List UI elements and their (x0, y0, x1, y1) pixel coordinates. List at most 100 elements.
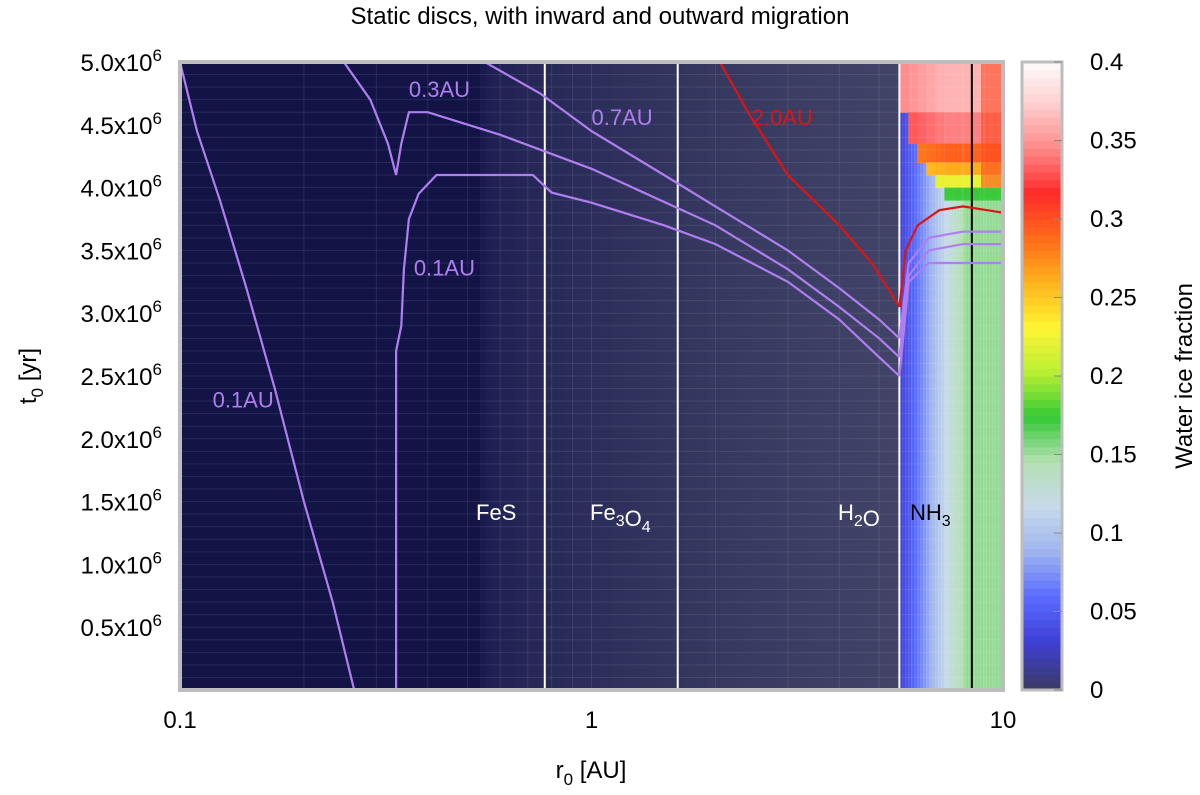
colorbar-segment (1022, 289, 1062, 299)
heatmap-column (816, 62, 822, 690)
colorbar-segment (1022, 415, 1062, 424)
contour-label-3: 0.7AU (592, 105, 653, 130)
heatmap-outer-column (914, 62, 918, 690)
colorbar-tick-label-1: 0.05 (1090, 599, 1137, 626)
contour-outer-branch-3 (898, 261, 1003, 377)
colorbar-segment (1022, 462, 1062, 471)
colorbar-tick-label-3: 0.15 (1090, 442, 1137, 469)
heatmap-column (552, 62, 558, 690)
colorbar-segment (1022, 407, 1062, 416)
heatmap-column (732, 62, 738, 690)
heatmap-column (834, 62, 840, 690)
contour-label-0: 0.1AU (213, 387, 274, 412)
heatmap-outer-column (923, 62, 927, 690)
heatmap-outer-column (989, 62, 993, 690)
colorbar-segment (1022, 682, 1062, 691)
heatmap-outer-column (920, 62, 924, 690)
y-tick-label-6: 3.5x106 (80, 234, 162, 265)
colorbar-segment (1022, 572, 1062, 581)
heatmap-ice-cell (971, 112, 981, 145)
contour-label-1: 0.1AU (414, 256, 475, 281)
colorbar-segment (1022, 203, 1062, 212)
heatmap-column (744, 62, 750, 690)
colorbar-segment (1022, 116, 1062, 126)
heatmap-ice-cell (917, 143, 927, 163)
colorbar-segment (1022, 148, 1062, 157)
colorbar-segment (1022, 187, 1062, 197)
colorbar-segment (1022, 438, 1062, 448)
heatmap-outer-column (932, 62, 936, 690)
heatmap-outer-column (929, 62, 933, 690)
heatmap-ice-cell (926, 143, 936, 163)
colorbar-segment (1022, 156, 1062, 165)
colorbar-segment (1022, 211, 1062, 220)
contour-0p1au-1 (395, 173, 901, 690)
colorbar-segment (1022, 69, 1062, 79)
colorbar-segment (1022, 383, 1062, 393)
colorbar-segment (1022, 595, 1062, 605)
heatmap-outer-column (947, 62, 951, 690)
heatmap-column (756, 62, 762, 690)
heatmap-column (564, 62, 570, 690)
heatmap-ice-cell (935, 143, 945, 163)
colorbar-segment (1022, 109, 1062, 118)
heatmap-ice-cell (971, 62, 981, 113)
heatmap-ice-cell (935, 112, 945, 145)
heatmap-column (546, 62, 552, 690)
colorbar-segment (1022, 328, 1062, 338)
heatmap-column (882, 62, 888, 690)
colorbar-segment (1022, 619, 1062, 628)
heatmap-outer-column (980, 62, 984, 690)
heatmap-column (828, 62, 834, 690)
heatmap-column (810, 62, 816, 690)
heatmap-outer-column (986, 62, 990, 690)
colorbar-label: Water ice fraction (1171, 283, 1198, 469)
heatmap-outer-column (899, 62, 903, 690)
colorbar-segment (1022, 273, 1062, 283)
heatmap-column (708, 62, 714, 690)
colorbar-tick-label-8: 0.4 (1090, 49, 1123, 76)
heatmap-ice-cell (971, 187, 981, 201)
y-tick-label-0: 0.5x106 (80, 611, 162, 642)
heatmap-ice-cell (944, 62, 954, 113)
heatmap-column (516, 62, 522, 690)
heatmap-ice-cell (953, 143, 963, 163)
colorbar-segment (1022, 517, 1062, 526)
colorbar-segment (1022, 493, 1062, 503)
heatmap-outer-column (938, 62, 942, 690)
heatmap-ice-cell (980, 187, 990, 201)
heatmap-ice-cell (962, 175, 972, 189)
heatmap-column (600, 62, 606, 690)
colorbar-segment (1022, 266, 1062, 275)
heatmap-column (888, 62, 894, 690)
colorbar-segment (1022, 666, 1062, 675)
heatmap-column (528, 62, 534, 690)
heatmap-column (846, 62, 852, 690)
colorbar-tick-label-7: 0.35 (1090, 128, 1137, 155)
colorbar-segment (1022, 540, 1062, 550)
colorbar-segment (1022, 376, 1062, 385)
heatmap-column (792, 62, 798, 690)
heatmap-column (804, 62, 810, 690)
colorbar-segment (1022, 548, 1062, 558)
colorbar-segment (1022, 258, 1062, 267)
heatmap-ice-cell (944, 187, 954, 201)
colorbar-segment (1022, 478, 1062, 487)
heatmap-ice-cell (998, 187, 1003, 201)
colorbar-segment (1022, 360, 1062, 369)
heatmap-ice-cell (971, 162, 981, 176)
heatmap-ice-cell (953, 162, 963, 176)
heatmap-column (840, 62, 846, 690)
colorbar-tick-label-2: 0.1 (1090, 520, 1123, 547)
contour-outer-branch-1 (898, 230, 1003, 339)
y-tick-label-2: 1.5x106 (80, 486, 162, 517)
colorbar-segment (1022, 242, 1062, 251)
heatmap-column (762, 62, 768, 690)
heatmap-column (618, 62, 624, 690)
heatmap-column (894, 62, 900, 690)
heatmap-column (696, 62, 702, 690)
colorbar-segment (1022, 603, 1062, 613)
ice-line-label-fes: FeS (476, 500, 516, 525)
heatmap-column (540, 62, 546, 690)
heatmap-column (666, 62, 672, 690)
